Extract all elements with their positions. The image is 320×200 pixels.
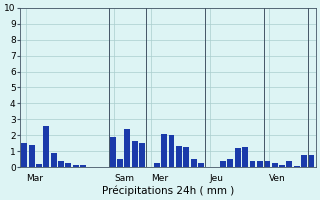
Bar <box>51 153 57 167</box>
Bar <box>124 129 130 167</box>
Bar <box>66 163 71 167</box>
Bar <box>80 165 86 167</box>
Bar <box>191 159 196 167</box>
Bar <box>183 147 189 167</box>
Bar <box>294 166 300 167</box>
X-axis label: Précipitations 24h ( mm ): Précipitations 24h ( mm ) <box>102 185 234 196</box>
Bar <box>308 155 314 167</box>
Bar <box>36 164 42 167</box>
Bar <box>250 161 255 167</box>
Bar <box>139 143 145 167</box>
Bar <box>21 143 27 167</box>
Bar <box>44 126 49 167</box>
Bar <box>257 161 263 167</box>
Bar <box>29 145 35 167</box>
Bar <box>169 135 174 167</box>
Bar <box>279 165 285 167</box>
Bar <box>235 148 241 167</box>
Bar <box>117 159 123 167</box>
Bar <box>154 163 160 167</box>
Bar <box>242 147 248 167</box>
Bar <box>132 141 138 167</box>
Bar <box>272 163 277 167</box>
Bar <box>73 165 79 167</box>
Bar <box>110 137 116 167</box>
Bar <box>176 146 182 167</box>
Bar <box>58 161 64 167</box>
Bar <box>228 159 233 167</box>
Bar <box>220 161 226 167</box>
Bar <box>286 161 292 167</box>
Bar <box>198 163 204 167</box>
Bar <box>161 134 167 167</box>
Bar <box>264 161 270 167</box>
Bar <box>301 155 307 167</box>
